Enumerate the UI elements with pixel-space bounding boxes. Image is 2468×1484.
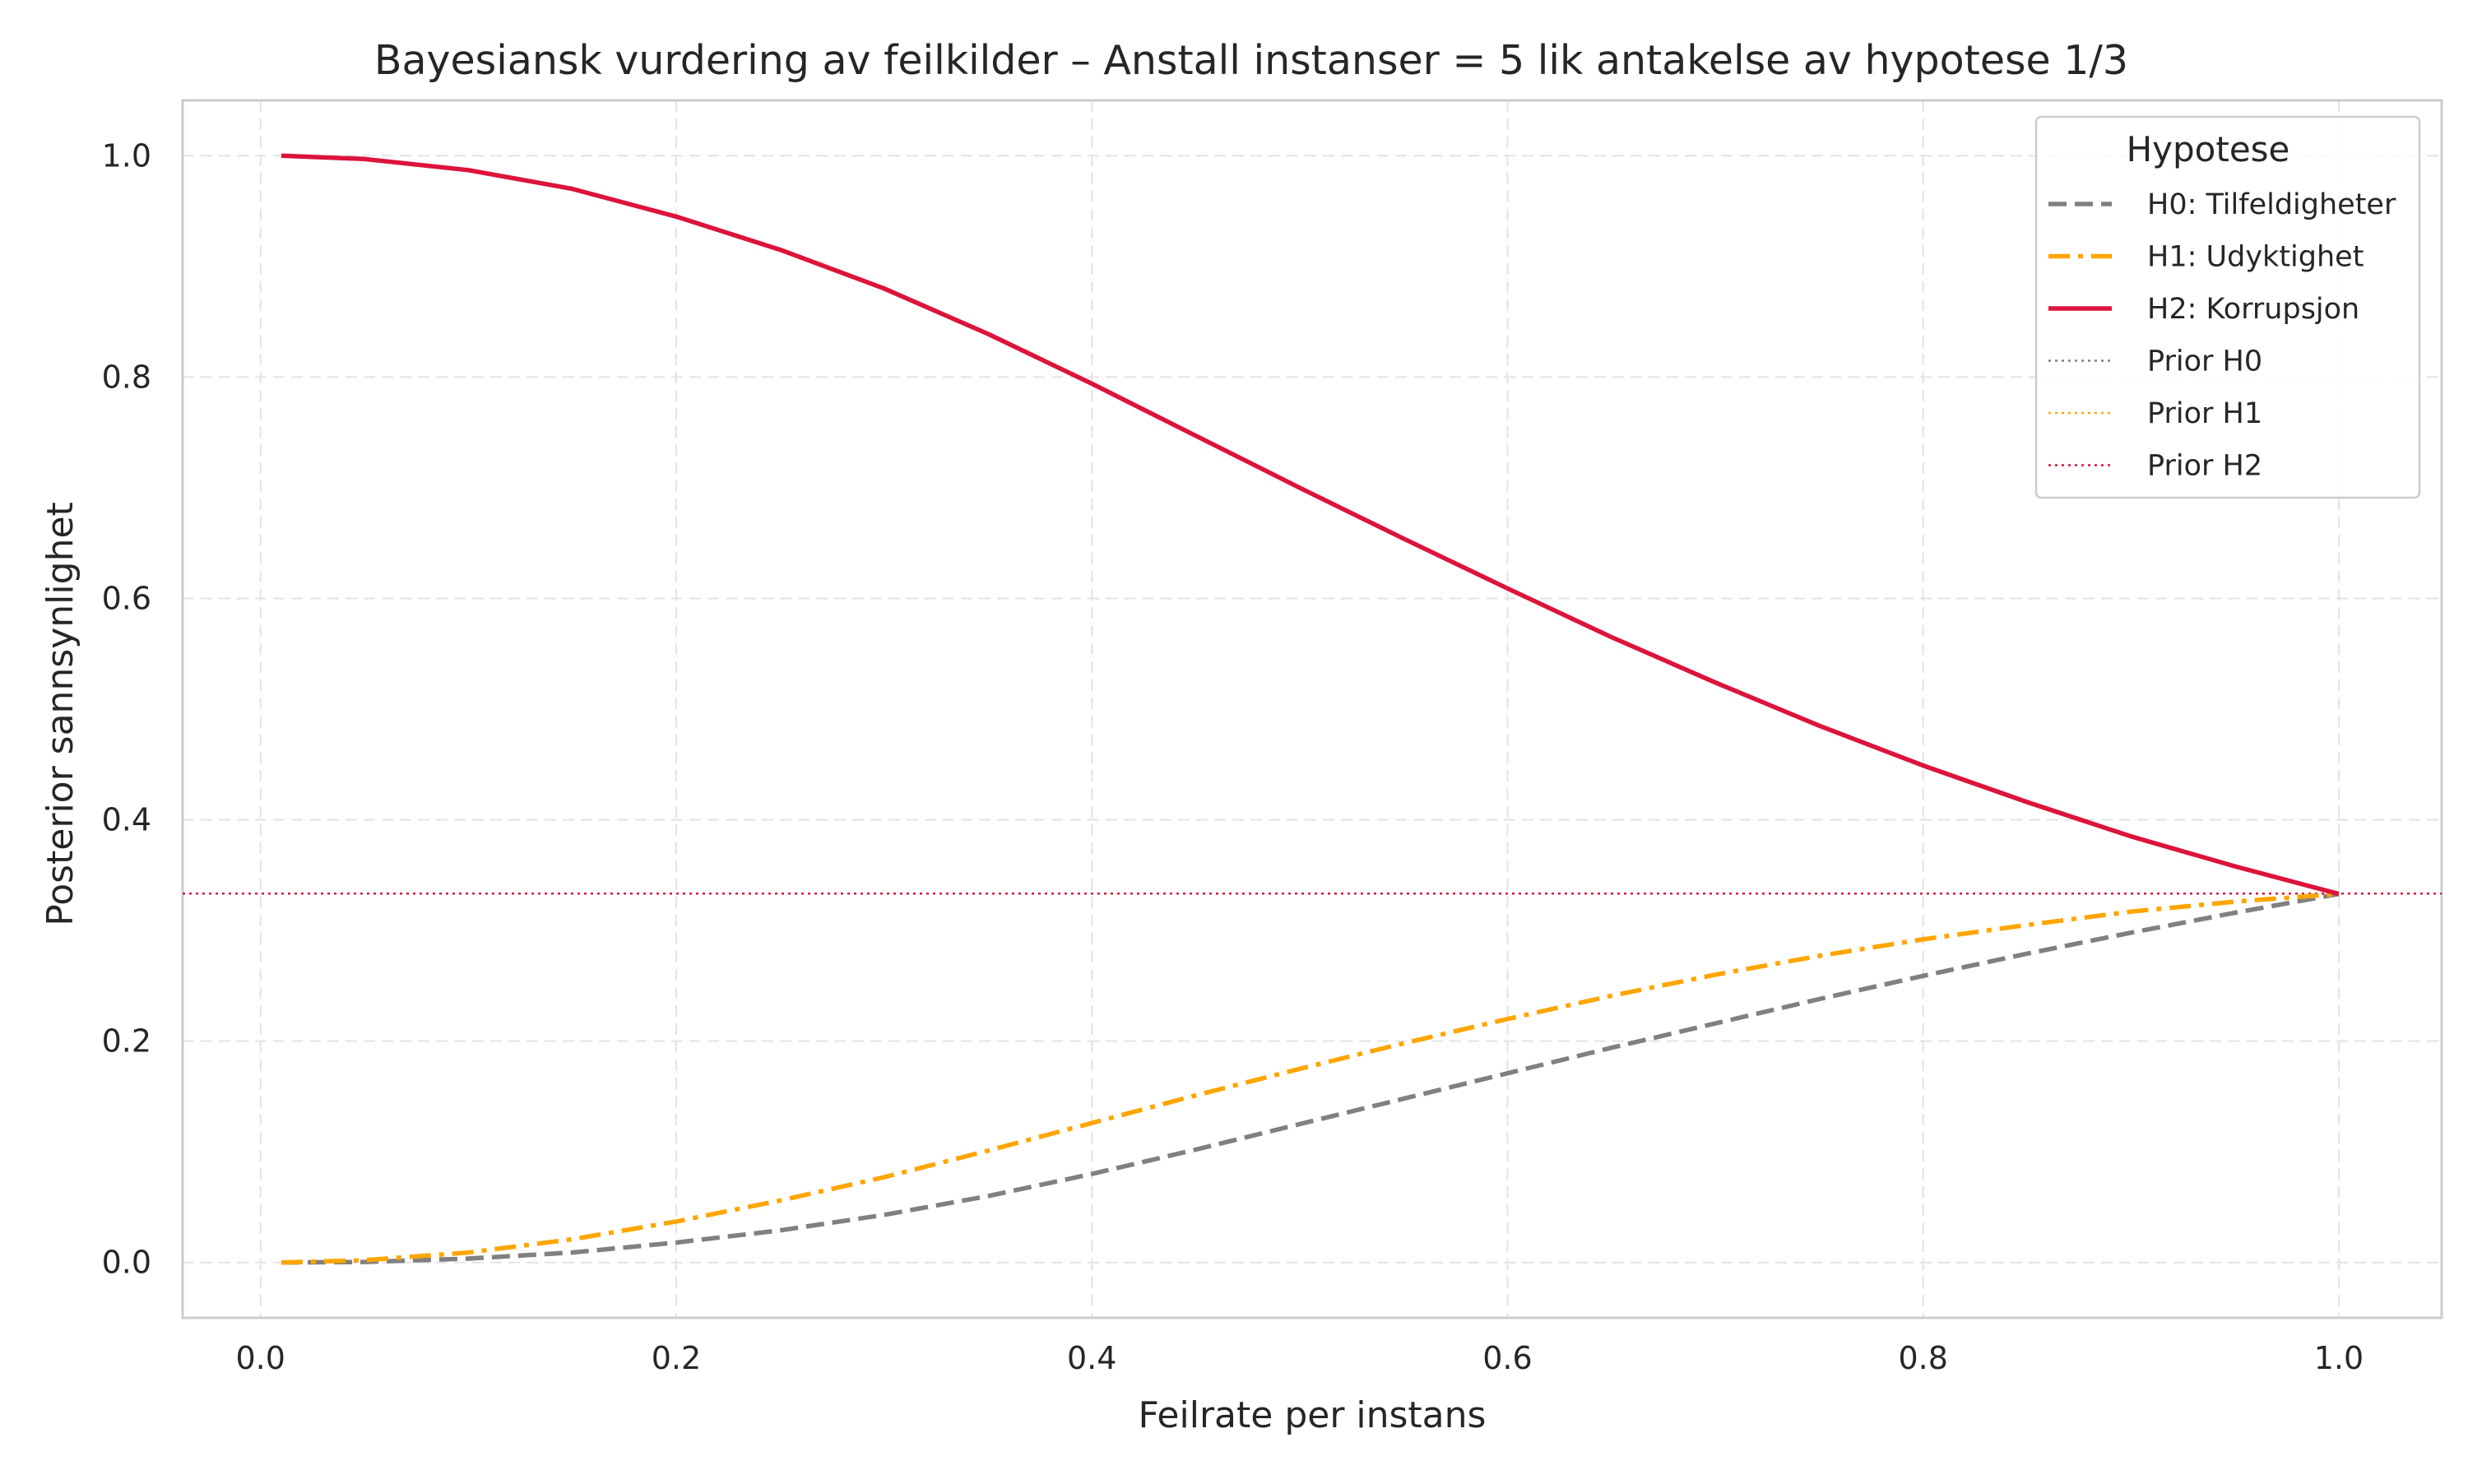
y-tick-label: 0.4 [102,802,151,838]
axes: 0.0 0.2 0.4 0.6 0.8 1.0 0.0 0.2 0.4 0.6 0.8 1.0 [102,99,2443,1376]
x-tick-label: 0.0 [236,1340,285,1376]
chart-title: Bayesiansk vurdering av feilkilder – Ans… [374,37,2128,84]
series-line-h1 [281,891,2340,1265]
x-tick-label: 0.8 [1898,1340,1947,1376]
x-tick-label: 1.0 [2314,1340,2364,1376]
y-axis-title: Posterior sannsynlighet [39,502,81,926]
y-tick-label: 0.2 [102,1023,151,1060]
legend-entry-label: H0: Tilfeldigheter [2147,188,2396,221]
y-tick-label: 0.8 [102,359,151,395]
y-tick-label: 1.0 [102,137,151,174]
y-tick-label: 0.6 [102,580,151,616]
series-lines [281,153,2340,1265]
legend-entry-label: H1: Udyktighet [2147,241,2364,274]
series-line-h2 [281,153,2340,897]
x-tick-label: 0.2 [652,1340,701,1376]
x-axis-title: Feilrate per instans [1139,1394,1487,1436]
legend: Hypotese H0: Tilfeldigheter H1: Udyktighet… [2034,115,2421,499]
legend-title: Hypotese [2127,129,2290,169]
x-tick-label: 0.6 [1482,1340,1532,1376]
legend-entry-label: Prior H1 [2147,397,2262,430]
plot-frame [181,99,2443,1319]
legend-entry-label: Prior H0 [2147,345,2262,378]
series-line-h0 [281,891,2340,1265]
legend-entry-label: Prior H2 [2147,450,2262,483]
x-tick-label: 0.4 [1067,1340,1116,1376]
y-tick-label: 0.0 [102,1245,151,1281]
legend-entry-label: H2: Korrupsjon [2147,293,2359,326]
legend-box [2034,115,2421,499]
